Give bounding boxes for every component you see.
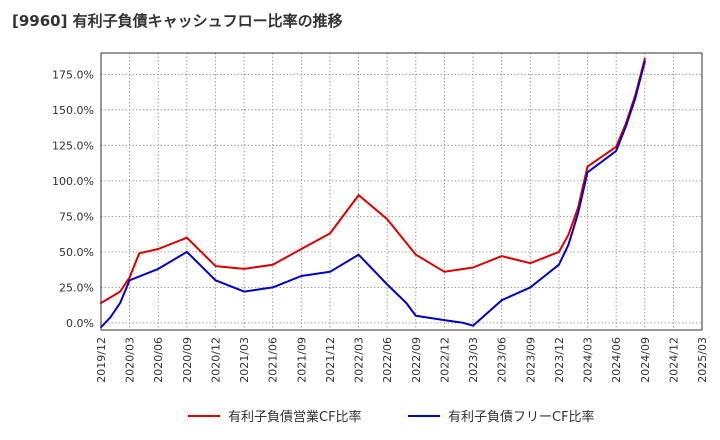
- grid: [100, 53, 703, 330]
- x-tick-label: 2020/06: [152, 337, 165, 383]
- x-tick-label: 2022/09: [410, 337, 423, 383]
- x-tick-label: 2021/06: [267, 337, 280, 383]
- legend-label-1: 有利子負債営業CF比率: [228, 409, 362, 425]
- plot-frame: [100, 52, 703, 331]
- x-tick-label: 2020/12: [209, 337, 222, 383]
- x-tick-label: 2020/03: [124, 337, 137, 383]
- x-tick-label: 2020/09: [181, 337, 194, 383]
- y-axis: 0.0% 25.0% 50.0% 75.0% 100.0% 125.0% 150.0% 175…: [52, 68, 94, 330]
- x-tick-label: 2023/03: [467, 337, 480, 383]
- legend-label-2: 有利子負債フリーCF比率: [448, 409, 595, 425]
- series-line-1: [100, 57, 646, 304]
- chart-title: [9960] 有利子負債キャッシュフロー比率の推移: [12, 12, 343, 30]
- y-tick-label: 150.0%: [52, 104, 94, 117]
- x-tick-label: 2019/12: [95, 337, 108, 383]
- x-tick-label: 2022/12: [438, 337, 451, 383]
- x-tick-label: 2024/12: [667, 337, 680, 383]
- y-tick-label: 50.0%: [59, 246, 94, 259]
- x-axis: 2019/12 2020/03 2020/06 2020/09 2020/12 2021/…: [95, 337, 709, 383]
- y-tick-label: 100.0%: [52, 175, 94, 188]
- series-line-2: [100, 60, 646, 329]
- x-tick-label: 2022/06: [381, 337, 394, 383]
- y-tick-label: 0.0%: [66, 317, 94, 330]
- series-lines: [100, 57, 646, 329]
- x-tick-label: 2021/12: [324, 337, 337, 383]
- x-tick-label: 2024/03: [582, 337, 595, 383]
- x-tick-label: 2024/06: [610, 337, 623, 383]
- x-tick-label: 2022/03: [353, 337, 366, 383]
- y-tick-label: 25.0%: [59, 281, 94, 294]
- y-tick-label: 75.0%: [59, 210, 94, 223]
- x-tick-label: 2023/12: [553, 337, 566, 383]
- x-tick-label: 2023/06: [496, 337, 509, 383]
- x-tick-label: 2021/09: [295, 337, 308, 383]
- y-tick-label: 175.0%: [52, 68, 94, 81]
- legend: 有利子負債営業CF比率 有利子負債フリーCF比率: [188, 409, 595, 425]
- x-tick-label: 2023/09: [524, 337, 537, 383]
- x-tick-label: 2024/09: [639, 337, 652, 383]
- x-tick-label: 2025/03: [696, 337, 709, 383]
- y-tick-label: 125.0%: [52, 139, 94, 152]
- x-tick-label: 2021/03: [238, 337, 251, 383]
